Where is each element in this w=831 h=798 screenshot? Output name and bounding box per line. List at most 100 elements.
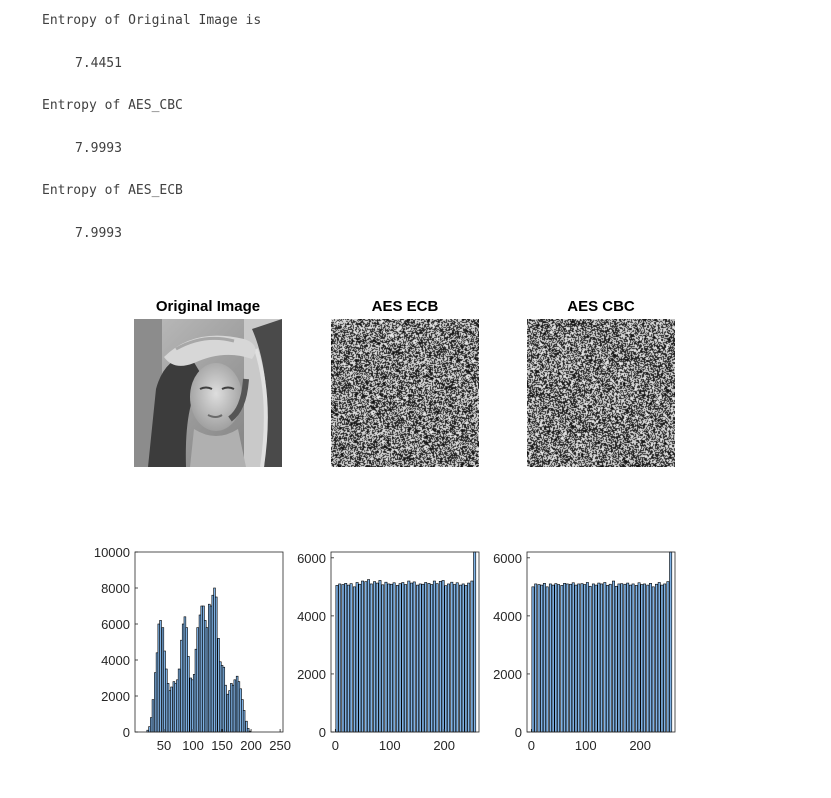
entropy-cbc-label: Entropy of AES_CBC bbox=[42, 98, 183, 113]
ecb-hist-bar bbox=[375, 582, 379, 733]
cbc-hist-bar bbox=[657, 582, 661, 733]
ecb-hist-bar bbox=[381, 584, 385, 733]
ecb-hist-bar bbox=[361, 580, 365, 733]
ecb-hist-bar bbox=[367, 579, 370, 733]
orig-hist-bar bbox=[196, 627, 199, 733]
cbc-hist-ytick-label: 4000 bbox=[493, 609, 522, 624]
ecb-hist-bar bbox=[447, 583, 450, 733]
cbc-hist-bar bbox=[631, 583, 635, 733]
aes-ecb-image bbox=[331, 319, 479, 467]
cbc-hist-bar bbox=[542, 583, 546, 733]
ecb-hist-bar bbox=[430, 584, 434, 733]
cbc-hist-bar bbox=[563, 583, 566, 733]
ecb-hist-bar bbox=[450, 581, 454, 733]
ecb-hist-xtick-label: 0 bbox=[332, 738, 339, 753]
orig-hist-ytick-label: 6000 bbox=[101, 617, 130, 632]
ecb-hist-bar bbox=[338, 583, 342, 733]
cbc-hist-bar bbox=[531, 586, 535, 733]
orig-hist-xtick-label: 50 bbox=[157, 738, 171, 753]
entropy-original-label: Entropy of Original Image is bbox=[42, 13, 262, 28]
orig-hist-ytick-label: 8000 bbox=[101, 581, 130, 596]
cbc-hist-bar bbox=[608, 583, 612, 733]
cbc-hist-bar bbox=[634, 585, 638, 733]
orig-hist-bar bbox=[233, 679, 237, 733]
cbc-hist-bar bbox=[594, 584, 598, 733]
entropy-ecb-label: Entropy of AES_ECB bbox=[42, 183, 183, 198]
cbc-hist-bar bbox=[548, 583, 552, 733]
ecb-hist-bar bbox=[349, 583, 353, 733]
command-window: Entropy of Original Image is 7.4451 Entr… bbox=[0, 0, 831, 260]
cbc-hist-bar bbox=[537, 584, 541, 733]
cbc-hist-bar bbox=[651, 586, 655, 733]
orig-hist-xtick-label: 200 bbox=[240, 738, 262, 753]
ecb-hist-bar bbox=[392, 582, 396, 733]
orig-hist-bar bbox=[187, 656, 190, 733]
cbc-hist-bar bbox=[620, 583, 624, 733]
cbc-hist-bar bbox=[574, 584, 578, 733]
cbc-hist-ytick-label: 2000 bbox=[493, 667, 522, 682]
ecb-hist-bar bbox=[378, 580, 382, 733]
cbc-hist-bar bbox=[597, 582, 601, 733]
cbc-hist-bar bbox=[612, 580, 615, 733]
cbc-hist-bar bbox=[534, 583, 538, 733]
aes-cbc-image bbox=[527, 319, 675, 467]
cbc-hist-bar bbox=[617, 583, 621, 733]
ecb-hist-bar bbox=[364, 581, 368, 733]
orig-hist-ytick-label: 4000 bbox=[101, 653, 130, 668]
cbc-hist-bar bbox=[637, 582, 641, 733]
orig-hist-ytick-label: 2000 bbox=[101, 689, 130, 704]
cbc-hist-bar bbox=[560, 585, 564, 733]
aes-cbc-noise-canvas bbox=[527, 319, 675, 467]
figure-window: Original Image AES ECB AES CBC bbox=[0, 260, 831, 798]
cbc-hist-bar bbox=[628, 584, 632, 733]
cbc-hist-bar bbox=[646, 584, 650, 733]
orig-hist-xtick-label: 100 bbox=[182, 738, 204, 753]
entropy-original-value: 7.4451 bbox=[75, 56, 122, 71]
histogram-original: 50 100 150 200 250 0 2000 4000 6000 8000 10000 bbox=[94, 545, 291, 753]
cbc-hist-bar bbox=[643, 583, 646, 733]
cbc-hist-bar bbox=[626, 582, 630, 733]
ecb-hist-bar bbox=[352, 586, 356, 733]
cbc-hist-bar bbox=[588, 585, 592, 733]
title-aes-ecb: AES ECB bbox=[371, 298, 439, 315]
orig-hist-xtick-label: 150 bbox=[211, 738, 233, 753]
ecb-hist-axes-box bbox=[330, 551, 480, 733]
title-original-image: Original Image bbox=[155, 298, 261, 315]
orig-hist-bar bbox=[151, 699, 155, 733]
orig-hist-bar bbox=[215, 596, 218, 733]
ecb-hist-ytick-label: 0 bbox=[319, 725, 326, 740]
ecb-hist-bar bbox=[384, 581, 388, 733]
cbc-hist-bar bbox=[660, 584, 664, 733]
cbc-hist-bar bbox=[640, 584, 644, 733]
ecb-hist-bar bbox=[467, 582, 471, 733]
ecb-hist-bar bbox=[444, 585, 448, 733]
ecb-hist-bar bbox=[470, 580, 474, 733]
cbc-hist-bar bbox=[603, 582, 607, 733]
ecb-hist-bar bbox=[427, 583, 431, 733]
orig-hist-ytick-label: 0 bbox=[123, 725, 130, 740]
ecb-hist-bar bbox=[389, 583, 393, 733]
ecb-hist-bar bbox=[407, 580, 411, 733]
cbc-hist-bar bbox=[565, 583, 569, 733]
ecb-hist-bar bbox=[341, 584, 345, 733]
cbc-hist-bar bbox=[577, 583, 581, 733]
ecb-hist-bar bbox=[461, 583, 465, 733]
cbc-hist-xtick-label: 0 bbox=[528, 738, 535, 753]
ecb-hist-bar bbox=[355, 582, 359, 733]
ecb-hist-bar bbox=[358, 583, 362, 733]
ecb-hist-bar bbox=[410, 582, 413, 733]
cbc-hist-xtick-label: 200 bbox=[629, 738, 651, 753]
ecb-hist-bar bbox=[453, 584, 456, 733]
orig-hist-axes-box bbox=[134, 551, 284, 733]
ecb-hist-bar bbox=[424, 582, 428, 733]
cbc-hist-bar bbox=[591, 583, 595, 733]
cbc-hist-bar bbox=[666, 581, 670, 733]
cbc-hist-bar bbox=[557, 584, 561, 733]
cbc-hist-bar bbox=[540, 584, 544, 733]
cbc-hist-bar bbox=[606, 585, 609, 733]
ecb-hist-xtick-label: 100 bbox=[379, 738, 401, 753]
ecb-hist-bar bbox=[418, 583, 422, 733]
orig-hist-bar bbox=[177, 668, 181, 733]
